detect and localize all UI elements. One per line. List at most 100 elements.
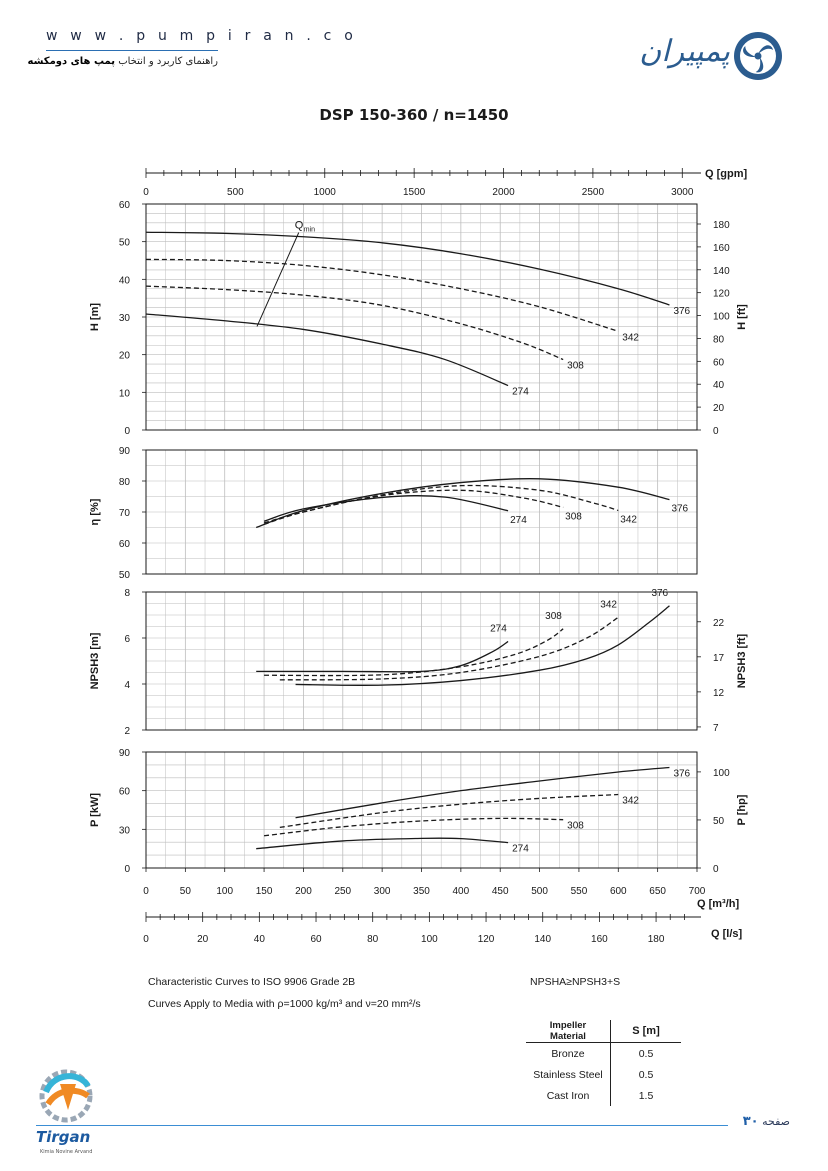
y-tick-label: 50 [119,570,131,581]
note-iso: Characteristic Curves to ISO 9906 Grade … [148,976,356,988]
series-curve-376 [295,605,670,686]
y-tick-label: 20 [119,351,131,362]
y-axis-label: η [%] [89,498,101,525]
y-tick-label: 8 [124,588,130,599]
series-label-274: 274 [510,515,527,526]
m3h-tick-label: 250 [334,886,351,897]
ls-tick-label: 160 [591,934,608,945]
y-tick-label: 70 [119,508,131,519]
table-header-row: Impeller Material S [m] [526,1020,681,1043]
y-tick-label: 60 [119,200,131,211]
m3h-tick-label: 150 [256,886,273,897]
table-header: Impeller Material [526,1020,611,1043]
y-axis-label: H [m] [89,303,101,331]
y2-tick-label: 160 [713,243,730,254]
y-tick-label: 10 [119,388,131,399]
y-tick-label: 60 [119,787,131,798]
m3h-tick-label: 450 [492,886,509,897]
y2-tick-label: 60 [713,357,725,368]
ls-tick-label: 20 [197,934,209,945]
table-cell: Bronze [551,1047,585,1060]
y2-axis-label: NPSH3 [ft] [736,633,748,688]
qmin-label: Q [295,220,304,232]
ls-tick-label: 80 [367,934,379,945]
series-curve-342 [279,616,619,681]
series-curve-274 [256,640,509,673]
y2-tick-label: 12 [713,688,725,699]
table-cell: Cast Iron [546,1089,590,1102]
m3h-axis-label: Q [m³/h] [697,898,739,910]
series-label-376: 376 [673,768,690,779]
website-url[interactable]: w w w . p u m p i r a n . c o [46,28,357,44]
ls-tick-label: 0 [143,934,149,945]
page-number: صفحه ۳۰ [700,1114,790,1129]
ls-tick-label: 100 [421,934,438,945]
y-tick-label: 90 [119,748,131,759]
y2-tick-label: 7 [713,723,719,734]
series-label-342: 342 [622,332,639,343]
y2-tick-label: 100 [713,768,730,779]
y-tick-label: 6 [124,634,130,645]
series-curve-342 [145,258,619,332]
ls-tick-label: 40 [254,934,266,945]
pumpiran-logo-icon [734,32,782,80]
m3h-tick-label: 700 [689,886,706,897]
ls-tick-label: 140 [534,934,551,945]
y2-tick-label: 20 [713,403,725,414]
table-cell: 0.5 [610,1064,681,1085]
series-label-342: 342 [620,514,637,525]
m3h-tick-label: 300 [374,886,391,897]
page-label: صفحه [762,1115,790,1128]
tirgan-name: Tirgan [36,1128,91,1146]
series-label-308: 308 [545,611,562,622]
y-tick-label: 30 [119,313,131,324]
table-row: Bronze 0.5 [526,1042,681,1064]
m3h-tick-label: 0 [143,886,149,897]
m3h-tick-label: 100 [216,886,233,897]
y2-tick-label: 50 [713,816,725,827]
chart-title: DSP 150-360 / n=1450 [319,106,509,124]
series-curve-376 [145,231,670,306]
m3h-tick-label: 50 [180,886,192,897]
series-label-376: 376 [671,504,688,515]
gpm-tick-label: 1000 [314,187,337,198]
series-curve-274 [145,313,509,387]
series-curve-376 [295,766,670,819]
table-row: Stainless Steel 0.5 [526,1064,681,1085]
series-curve-308 [263,489,564,524]
table-header: S [m] [610,1020,681,1043]
m3h-tick-label: 500 [531,886,548,897]
series-label-376: 376 [673,306,690,317]
series-label-308: 308 [567,361,584,372]
ls-tick-label: 60 [310,934,322,945]
y2-tick-label: 140 [713,266,730,277]
series-curve-308 [264,628,564,677]
table-row: Cast Iron 1.5 [526,1085,681,1106]
note-media: Curves Apply to Media with ρ=1000 kg/m³ … [148,998,421,1010]
y2-tick-label: 80 [713,334,725,345]
gpm-tick-label: 2000 [492,187,515,198]
y-tick-label: 0 [124,426,130,437]
subtitle-bold: پمپ های دومکشه [27,56,115,67]
series-label-342: 342 [600,599,617,610]
series-label-274: 274 [512,844,529,855]
table-cell: 1.5 [610,1085,681,1106]
series-label-342: 342 [622,796,639,807]
y2-tick-label: 120 [713,289,730,300]
subtitle-prefix: راهنمای کاربرد و انتخاب [118,56,218,67]
ls-tick-label: 120 [478,934,495,945]
y2-tick-label: 40 [713,380,725,391]
header-subtitle: راهنمای کاربرد و انتخاب پمپ های دومکشه [20,56,218,67]
table-cell: 0.5 [610,1042,681,1064]
gpm-tick-label: 500 [227,187,244,198]
y2-tick-label: 0 [713,864,719,875]
y-tick-label: 2 [124,726,130,737]
m3h-tick-label: 600 [610,886,627,897]
table-cell: Stainless Steel [533,1068,603,1081]
impeller-material-table: Impeller Material S [m] Bronze 0.5 Stain… [526,1020,681,1106]
gpm-tick-label: 1500 [403,187,426,198]
footer-divider [36,1125,728,1126]
y2-tick-label: 100 [713,312,730,323]
series-label-308: 308 [565,511,582,522]
